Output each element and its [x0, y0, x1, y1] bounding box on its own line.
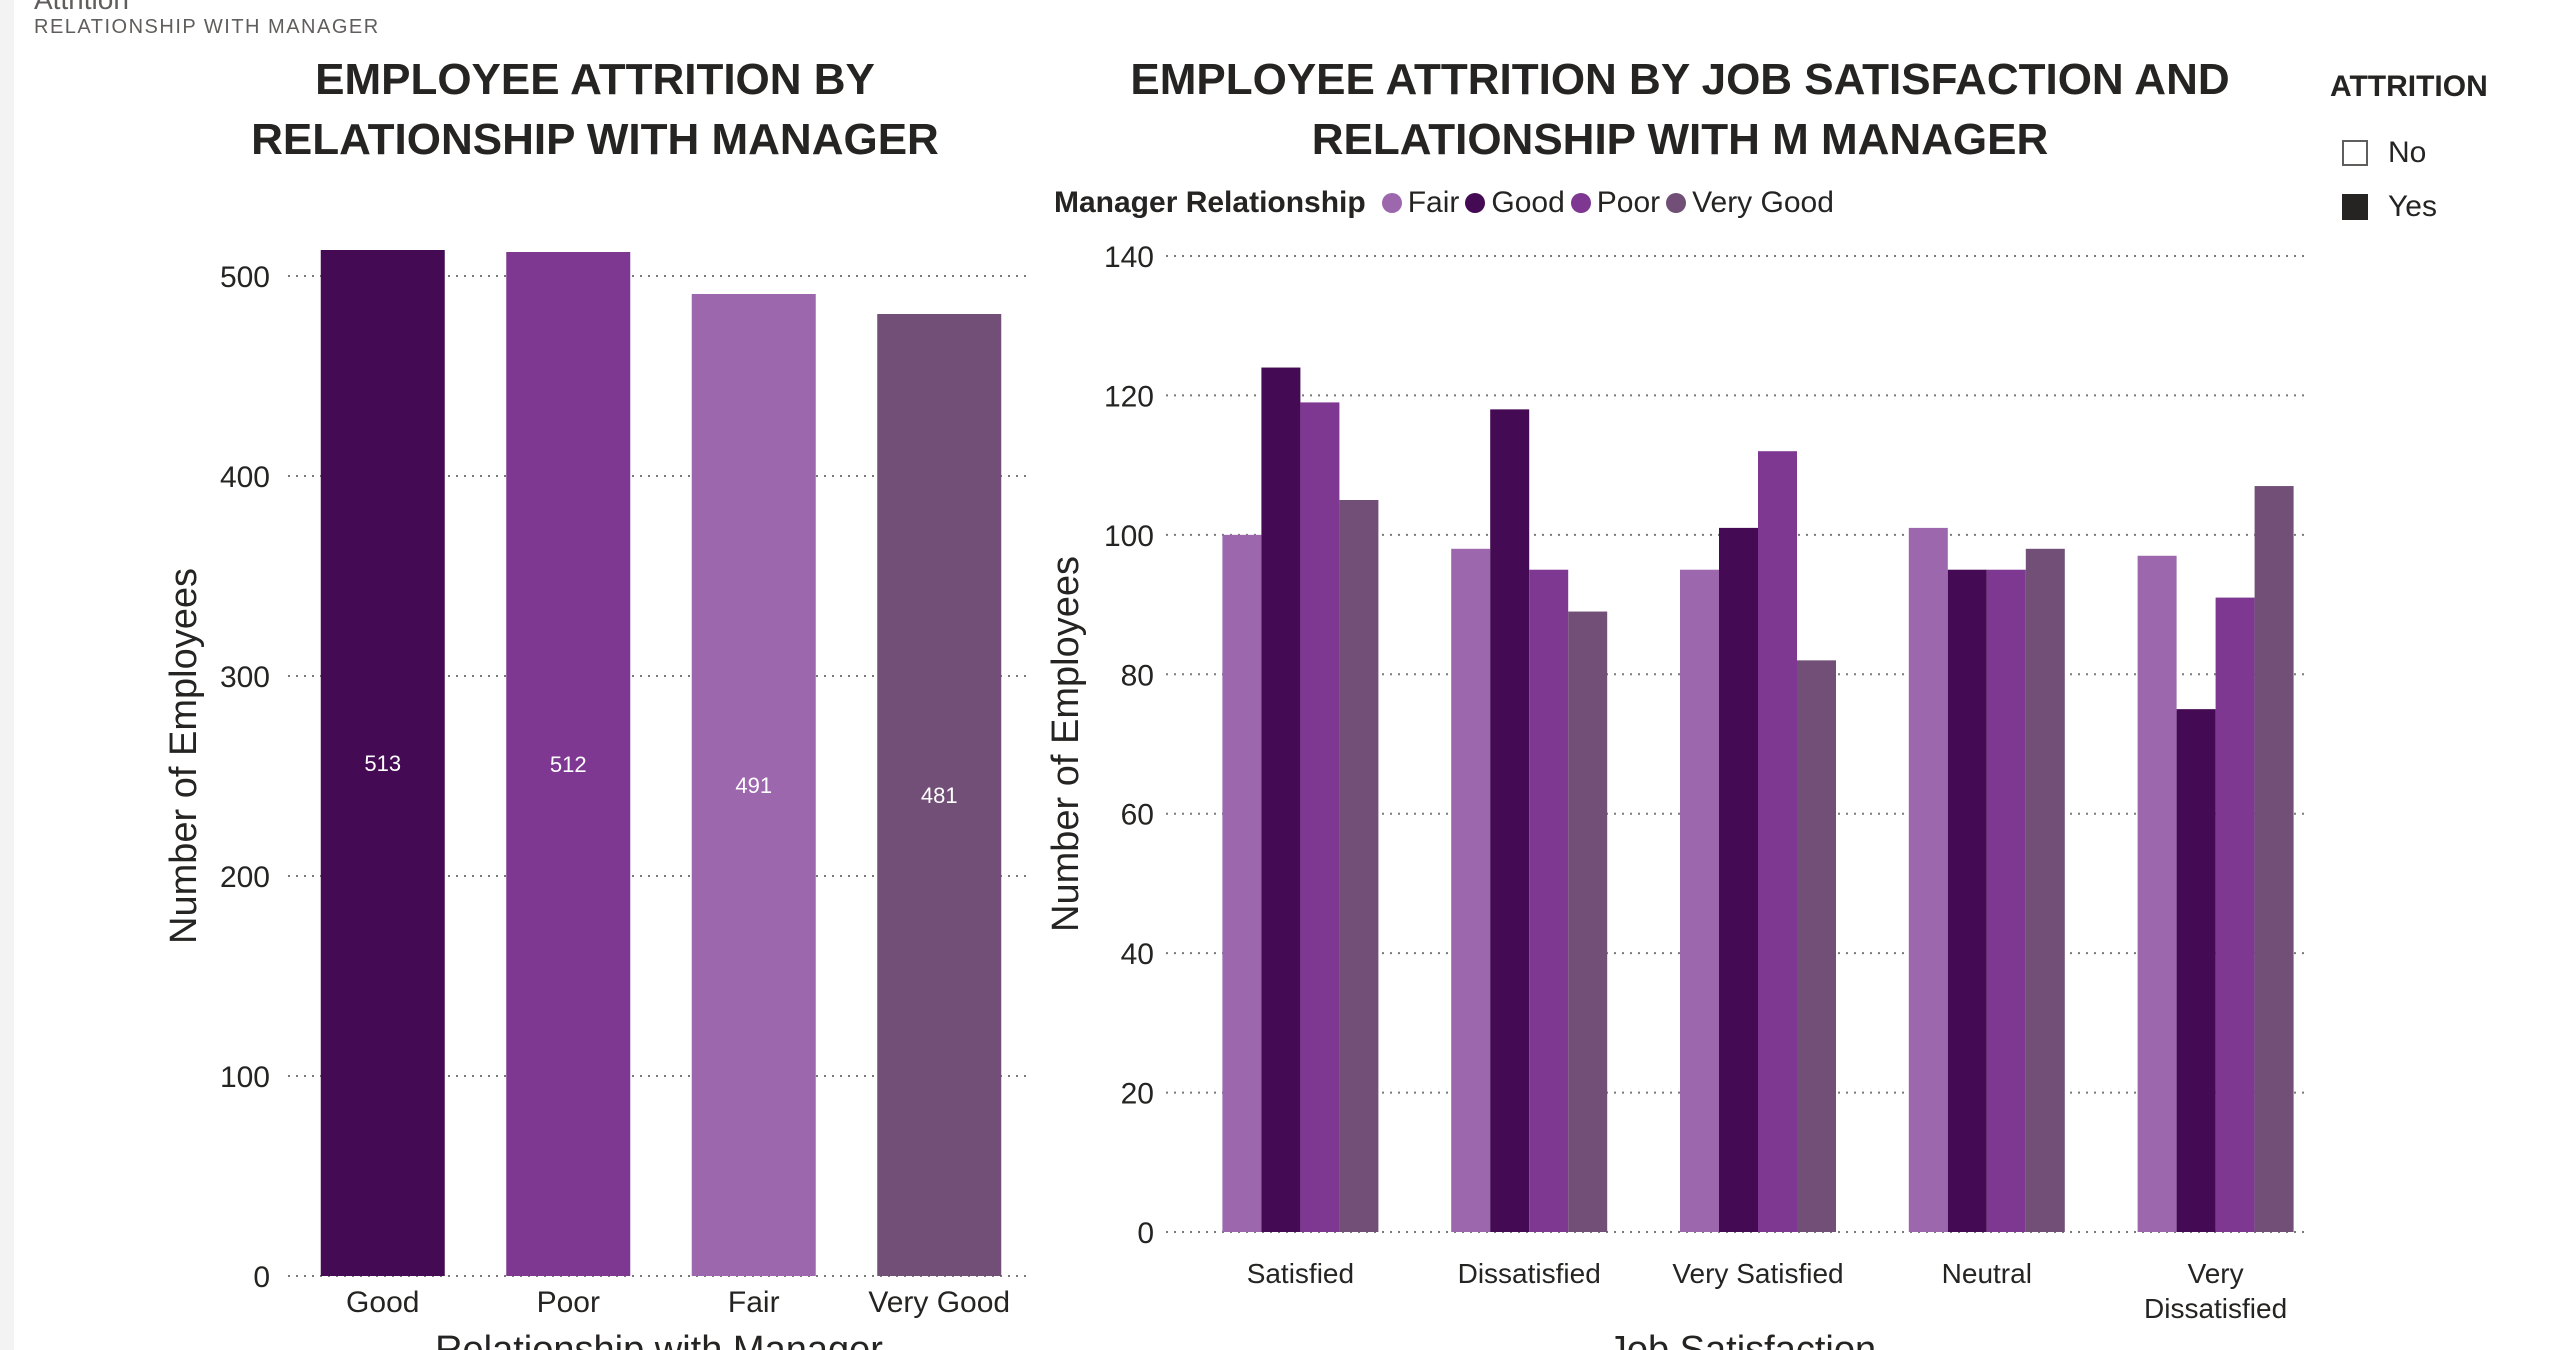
y-tick-label-left-0: 0 — [253, 1261, 270, 1294]
series-legend: Manager Relationship Fair Good Poor Very… — [1054, 186, 1840, 220]
legend-label-good: Good — [1491, 186, 1565, 219]
bar-very-dissatisfied-good — [2176, 709, 2216, 1232]
legend-dot-very-good — [1666, 193, 1687, 213]
legend-dot-fair — [1381, 193, 1402, 213]
data-label-poor: 512 — [550, 752, 587, 777]
bar-very-dissatisfied-poor — [2215, 597, 2255, 1232]
bar-neutral-very-good — [2025, 548, 2065, 1232]
checkbox-yes[interactable] — [2342, 194, 2368, 220]
y-tick-label-left-400: 400 — [220, 461, 270, 494]
checkbox-no[interactable] — [2342, 140, 2368, 166]
bar-satisfied-good — [1261, 367, 1301, 1232]
bar-very-satisfied-fair — [1680, 569, 1719, 1232]
x-tick-label-fair: Fair — [728, 1286, 780, 1319]
bar-dissatisfied-very-good — [1568, 611, 1608, 1232]
legend-item-poor[interactable]: Poor — [1570, 186, 1661, 220]
bar-very-satisfied-very-good — [1797, 660, 1836, 1232]
attrition-slicer-title: ATTRITION — [2330, 70, 2488, 103]
y-tick-label-right-60: 60 — [1121, 799, 1154, 832]
bar-dissatisfied-fair — [1451, 548, 1491, 1232]
y-tick-label-right-40: 40 — [1121, 938, 1154, 971]
bar-very-good — [877, 314, 1002, 1276]
y-tick-label-left-500: 500 — [220, 261, 270, 294]
data-label-very-good: 481 — [921, 783, 958, 808]
y-tick-label-right-20: 20 — [1121, 1078, 1154, 1111]
legend-label-fair: Fair — [1407, 186, 1460, 219]
x-tick-label-neutral: Neutral — [1942, 1258, 2032, 1289]
y-axis-title-left: Number of Employees — [163, 568, 205, 944]
slicer-option-yes[interactable]: Yes — [2330, 180, 2550, 234]
y-axis-title-right: Number of Employees — [1045, 556, 1087, 932]
legend-label-poor: Poor — [1596, 186, 1661, 219]
series-legend-title: Manager Relationship — [1054, 186, 1366, 219]
bar-neutral-poor — [1986, 569, 2026, 1232]
legend-label-very-good: Very Good — [1692, 186, 1834, 219]
page-subtitle: RELATIONSHIP WITH MANAGER — [34, 16, 380, 38]
bar-neutral-fair — [1908, 527, 1948, 1232]
bar-good — [320, 250, 445, 1276]
bar-satisfied-very-good — [1339, 500, 1379, 1232]
attrition-slicer: ATTRITION No Yes — [2330, 70, 2550, 234]
bar-poor — [506, 252, 631, 1276]
chart-title-satisfaction: EMPLOYEE ATTRITION BY JOB SATISFACTION A… — [1130, 55, 2230, 164]
y-tick-label-left-200: 200 — [220, 861, 270, 894]
slicer-label-yes: Yes — [2388, 190, 2437, 223]
x-tick-label-dissatisfied: Dissatisfied — [1458, 1258, 1601, 1289]
x-tick-label-very-satisfied: Very Satisfied — [1672, 1258, 1843, 1289]
bar-very-satisfied-good — [1719, 527, 1758, 1232]
y-tick-label-right-140: 140 — [1104, 241, 1154, 274]
legend-dot-good — [1465, 193, 1486, 213]
y-tick-label-right-0: 0 — [1137, 1217, 1154, 1250]
legend-item-fair[interactable]: Fair — [1381, 186, 1460, 220]
bar-very-dissatisfied-fair — [2137, 555, 2177, 1232]
data-label-good: 513 — [364, 751, 401, 776]
y-tick-label-right-120: 120 — [1104, 380, 1154, 413]
legend-item-good[interactable]: Good — [1465, 186, 1565, 220]
bar-neutral-good — [1947, 569, 1987, 1232]
x-tick-label-poor: Poor — [537, 1286, 600, 1319]
data-label-fair: 491 — [735, 773, 772, 798]
x-axis-title-left: Relationship with Manager — [435, 1329, 883, 1350]
x-tick-label-good: Good — [346, 1286, 419, 1319]
y-tick-label-left-100: 100 — [220, 1061, 270, 1094]
bar-very-satisfied-poor — [1758, 451, 1797, 1232]
legend-dot-poor — [1570, 193, 1591, 213]
bar-very-dissatisfied-very-good — [2254, 486, 2294, 1232]
page-edge — [0, 0, 14, 1350]
bar-satisfied-poor — [1300, 402, 1340, 1232]
bar-fair — [691, 294, 816, 1276]
bar-dissatisfied-poor — [1529, 569, 1569, 1232]
slicer-option-no[interactable]: No — [2330, 126, 2550, 180]
x-tick-label-satisfied: Satisfied — [1247, 1258, 1354, 1289]
chart-title-relationship: EMPLOYEE ATTRITION BY RELATIONSHIP WITH … — [251, 55, 939, 164]
legend-item-very-good[interactable]: Very Good — [1666, 186, 1834, 220]
y-tick-label-left-300: 300 — [220, 661, 270, 694]
page-title: Attrition — [34, 0, 129, 16]
slicer-label-no: No — [2388, 136, 2427, 169]
bar-satisfied-fair — [1222, 534, 1262, 1232]
bar-dissatisfied-good — [1490, 409, 1530, 1232]
x-axis-title-right: Job Satisfaction — [1608, 1329, 1876, 1350]
x-tick-label-very-good: Very Good — [868, 1286, 1010, 1319]
y-tick-label-right-100: 100 — [1104, 520, 1154, 553]
y-tick-label-right-80: 80 — [1121, 659, 1154, 692]
x-tick-label-very-dissatisfied: Very Dissatisfied — [2144, 1258, 2287, 1324]
